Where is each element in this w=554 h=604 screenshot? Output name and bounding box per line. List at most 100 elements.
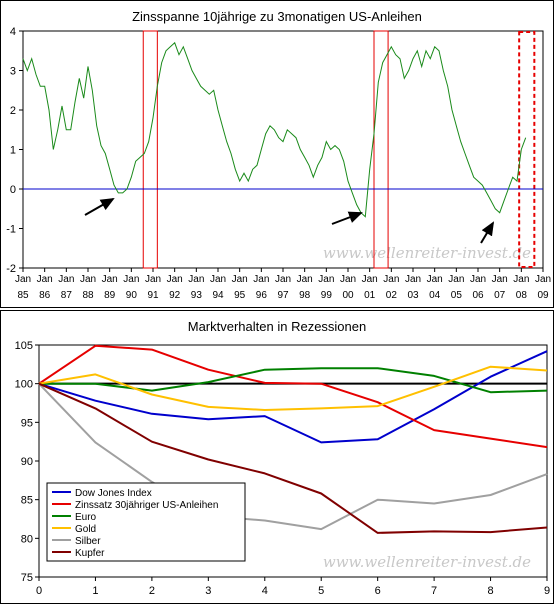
x-tick-prefix: Jan <box>362 274 378 285</box>
x-tick-prefix: Jan <box>470 274 486 285</box>
series-line-gold <box>38 365 548 411</box>
yield-spread-chart: Zinsspanne 10jährige zu 3monatigen US-An… <box>6 9 551 301</box>
yield-spread-chart-panel: Zinsspanne 10jährige zu 3monatigen US-An… <box>0 0 554 308</box>
x-tick-label: 99 <box>321 290 333 301</box>
x-tick-label: 05 <box>451 290 463 301</box>
arrow-annotation-2 <box>331 211 363 225</box>
x-tick-prefix: Jan <box>448 274 464 285</box>
y-tick-label: 75 <box>21 572 33 584</box>
x-tick-prefix: Jan <box>188 274 204 285</box>
x-tick-label: 9 <box>544 585 550 597</box>
x-tick-label: 90 <box>126 290 138 301</box>
arrow-annotation-3 <box>480 221 495 244</box>
x-tick-label: 88 <box>82 290 94 301</box>
recession-band-2 <box>373 30 389 269</box>
x-tick-label: 03 <box>407 290 419 301</box>
x-tick-label: 00 <box>342 290 354 301</box>
x-tick-prefix: Jan <box>297 274 313 285</box>
x-tick-label: 4 <box>262 585 268 597</box>
x-tick-prefix: Jan <box>253 274 269 285</box>
plot-area <box>22 30 544 269</box>
arrow-annotation-1 <box>84 198 115 216</box>
x-tick-prefix: Jan <box>210 274 226 285</box>
series-line-dow-jones-index <box>38 350 548 444</box>
y-tick-label: 85 <box>21 495 33 507</box>
x-tick-label: 94 <box>212 290 224 301</box>
x-tick-prefix: Jan <box>123 274 139 285</box>
recession-band-1 <box>142 30 158 269</box>
x-tick-label: 09 <box>537 290 549 301</box>
x-tick-prefix: Jan <box>232 274 248 285</box>
x-tick-label: 6 <box>375 585 381 597</box>
x-tick-prefix: Jan <box>318 274 334 285</box>
x-tick-prefix: Jan <box>80 274 96 285</box>
y-tick-label: 90 <box>21 456 33 468</box>
x-tick-label: 98 <box>299 290 311 301</box>
x-tick-label: 93 <box>191 290 203 301</box>
x-tick-label: 07 <box>494 290 506 301</box>
x-tick-label: 1 <box>92 585 98 597</box>
x-tick-prefix: Jan <box>15 274 31 285</box>
y-tick-label: 105 <box>15 340 33 352</box>
y-tick-label: -2 <box>6 263 16 275</box>
watermark: www.wellenreiter-invest.de <box>323 553 531 571</box>
x-tick-label: 01 <box>364 290 376 301</box>
x-tick-label: 3 <box>205 585 211 597</box>
y-tick-label: 1 <box>10 145 16 157</box>
y-tick-label: 0 <box>10 184 16 196</box>
x-tick-prefix: Jan <box>167 274 183 285</box>
x-tick-prefix: Jan <box>405 274 421 285</box>
x-tick-label: 0 <box>36 585 42 597</box>
legend-label: Gold <box>75 524 96 535</box>
y-tick-label: 2 <box>10 105 16 117</box>
legend-label: Dow Jones Index <box>75 488 152 499</box>
recession-market-chart-panel: Marktverhalten in Rezessionen www.wellenr… <box>0 310 554 604</box>
x-tick-label: 86 <box>39 290 51 301</box>
chart-title: Zinsspanne 10jährige zu 3monatigen US-An… <box>132 9 422 24</box>
x-tick-label: 7 <box>431 585 437 597</box>
watermark: www.wellenreiter-invest.de <box>323 244 531 262</box>
chart-title: Marktverhalten in Rezessionen <box>188 319 366 334</box>
y-tick-label: 4 <box>10 26 16 38</box>
x-tick-prefix: Jan <box>492 274 508 285</box>
x-tick-prefix: Jan <box>427 274 443 285</box>
x-tick-prefix: Jan <box>102 274 118 285</box>
y-tick-label: 95 <box>21 417 33 429</box>
x-tick-label: 92 <box>169 290 181 301</box>
x-tick-label: 02 <box>386 290 398 301</box>
forecast-recession-band <box>518 31 536 268</box>
x-tick-prefix: Jan <box>58 274 74 285</box>
x-tick-prefix: Jan <box>383 274 399 285</box>
x-tick-label: 08 <box>516 290 528 301</box>
x-tick-label: 97 <box>277 290 289 301</box>
x-tick-label: 2 <box>149 585 155 597</box>
series-line-zinssatz-30j-hriger-us-anleihen <box>38 344 548 449</box>
recession-market-chart: Marktverhalten in Rezessionen www.wellenr… <box>15 319 550 597</box>
x-tick-label: 04 <box>429 290 441 301</box>
legend-label: Zinssatz 30jähriger US-Anleihen <box>75 500 218 511</box>
x-tick-label: 91 <box>147 290 159 301</box>
x-tick-prefix: Jan <box>535 274 551 285</box>
spread-series-line <box>22 41 527 218</box>
x-tick-label: 89 <box>104 290 116 301</box>
x-tick-label: 96 <box>256 290 268 301</box>
x-tick-prefix: Jan <box>145 274 161 285</box>
legend-label: Kupfer <box>75 548 105 559</box>
legend-label: Silber <box>75 536 101 547</box>
x-tick-label: 06 <box>472 290 484 301</box>
x-tick-label: 5 <box>318 585 324 597</box>
x-tick-prefix: Jan <box>513 274 529 285</box>
y-tick-label: 3 <box>10 66 16 78</box>
x-tick-label: 95 <box>234 290 246 301</box>
x-tick-label: 85 <box>17 290 29 301</box>
x-tick-prefix: Jan <box>37 274 53 285</box>
legend-label: Euro <box>75 512 97 523</box>
y-tick-label: -1 <box>6 224 16 236</box>
x-tick-label: 8 <box>487 585 493 597</box>
y-tick-label: 80 <box>21 533 33 545</box>
series-line-silber <box>38 383 548 531</box>
series-line-euro <box>39 367 548 394</box>
x-tick-prefix: Jan <box>340 274 356 285</box>
legend-box <box>46 482 246 562</box>
